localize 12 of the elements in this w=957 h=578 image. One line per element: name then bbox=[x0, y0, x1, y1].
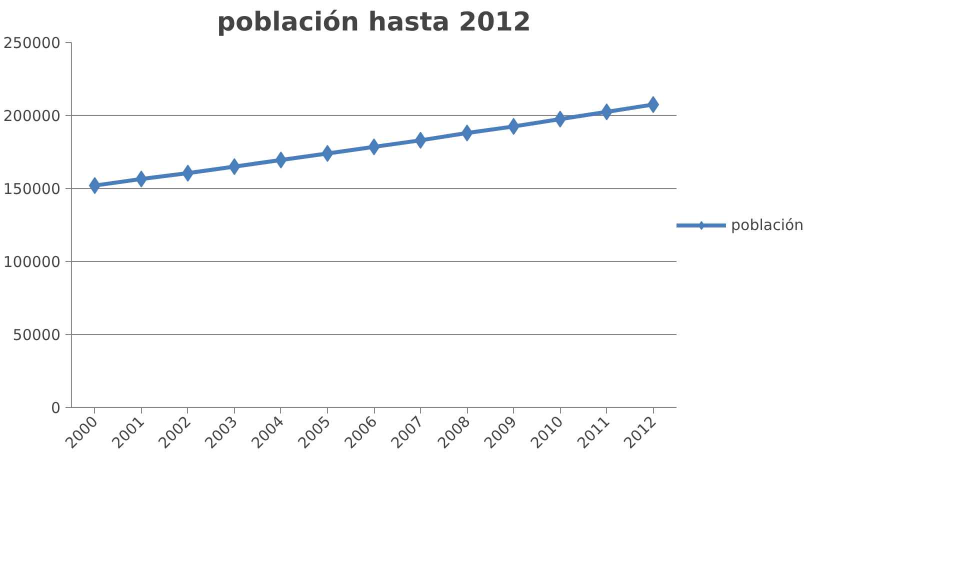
point bbox=[600, 103, 613, 120]
y-tick-label: 200000 bbox=[3, 107, 61, 125]
y-tick-label: 100000 bbox=[3, 253, 61, 271]
point bbox=[88, 177, 101, 194]
chart-title: población hasta 2012 bbox=[216, 8, 532, 38]
point bbox=[135, 170, 148, 188]
y-tick-label: 50000 bbox=[12, 326, 60, 344]
point bbox=[647, 96, 660, 114]
legend-label: población bbox=[731, 216, 804, 234]
y-tick-label: 0 bbox=[50, 399, 61, 417]
y-tick-label: 250000 bbox=[3, 34, 61, 52]
y-tick-label: 150000 bbox=[3, 180, 61, 198]
